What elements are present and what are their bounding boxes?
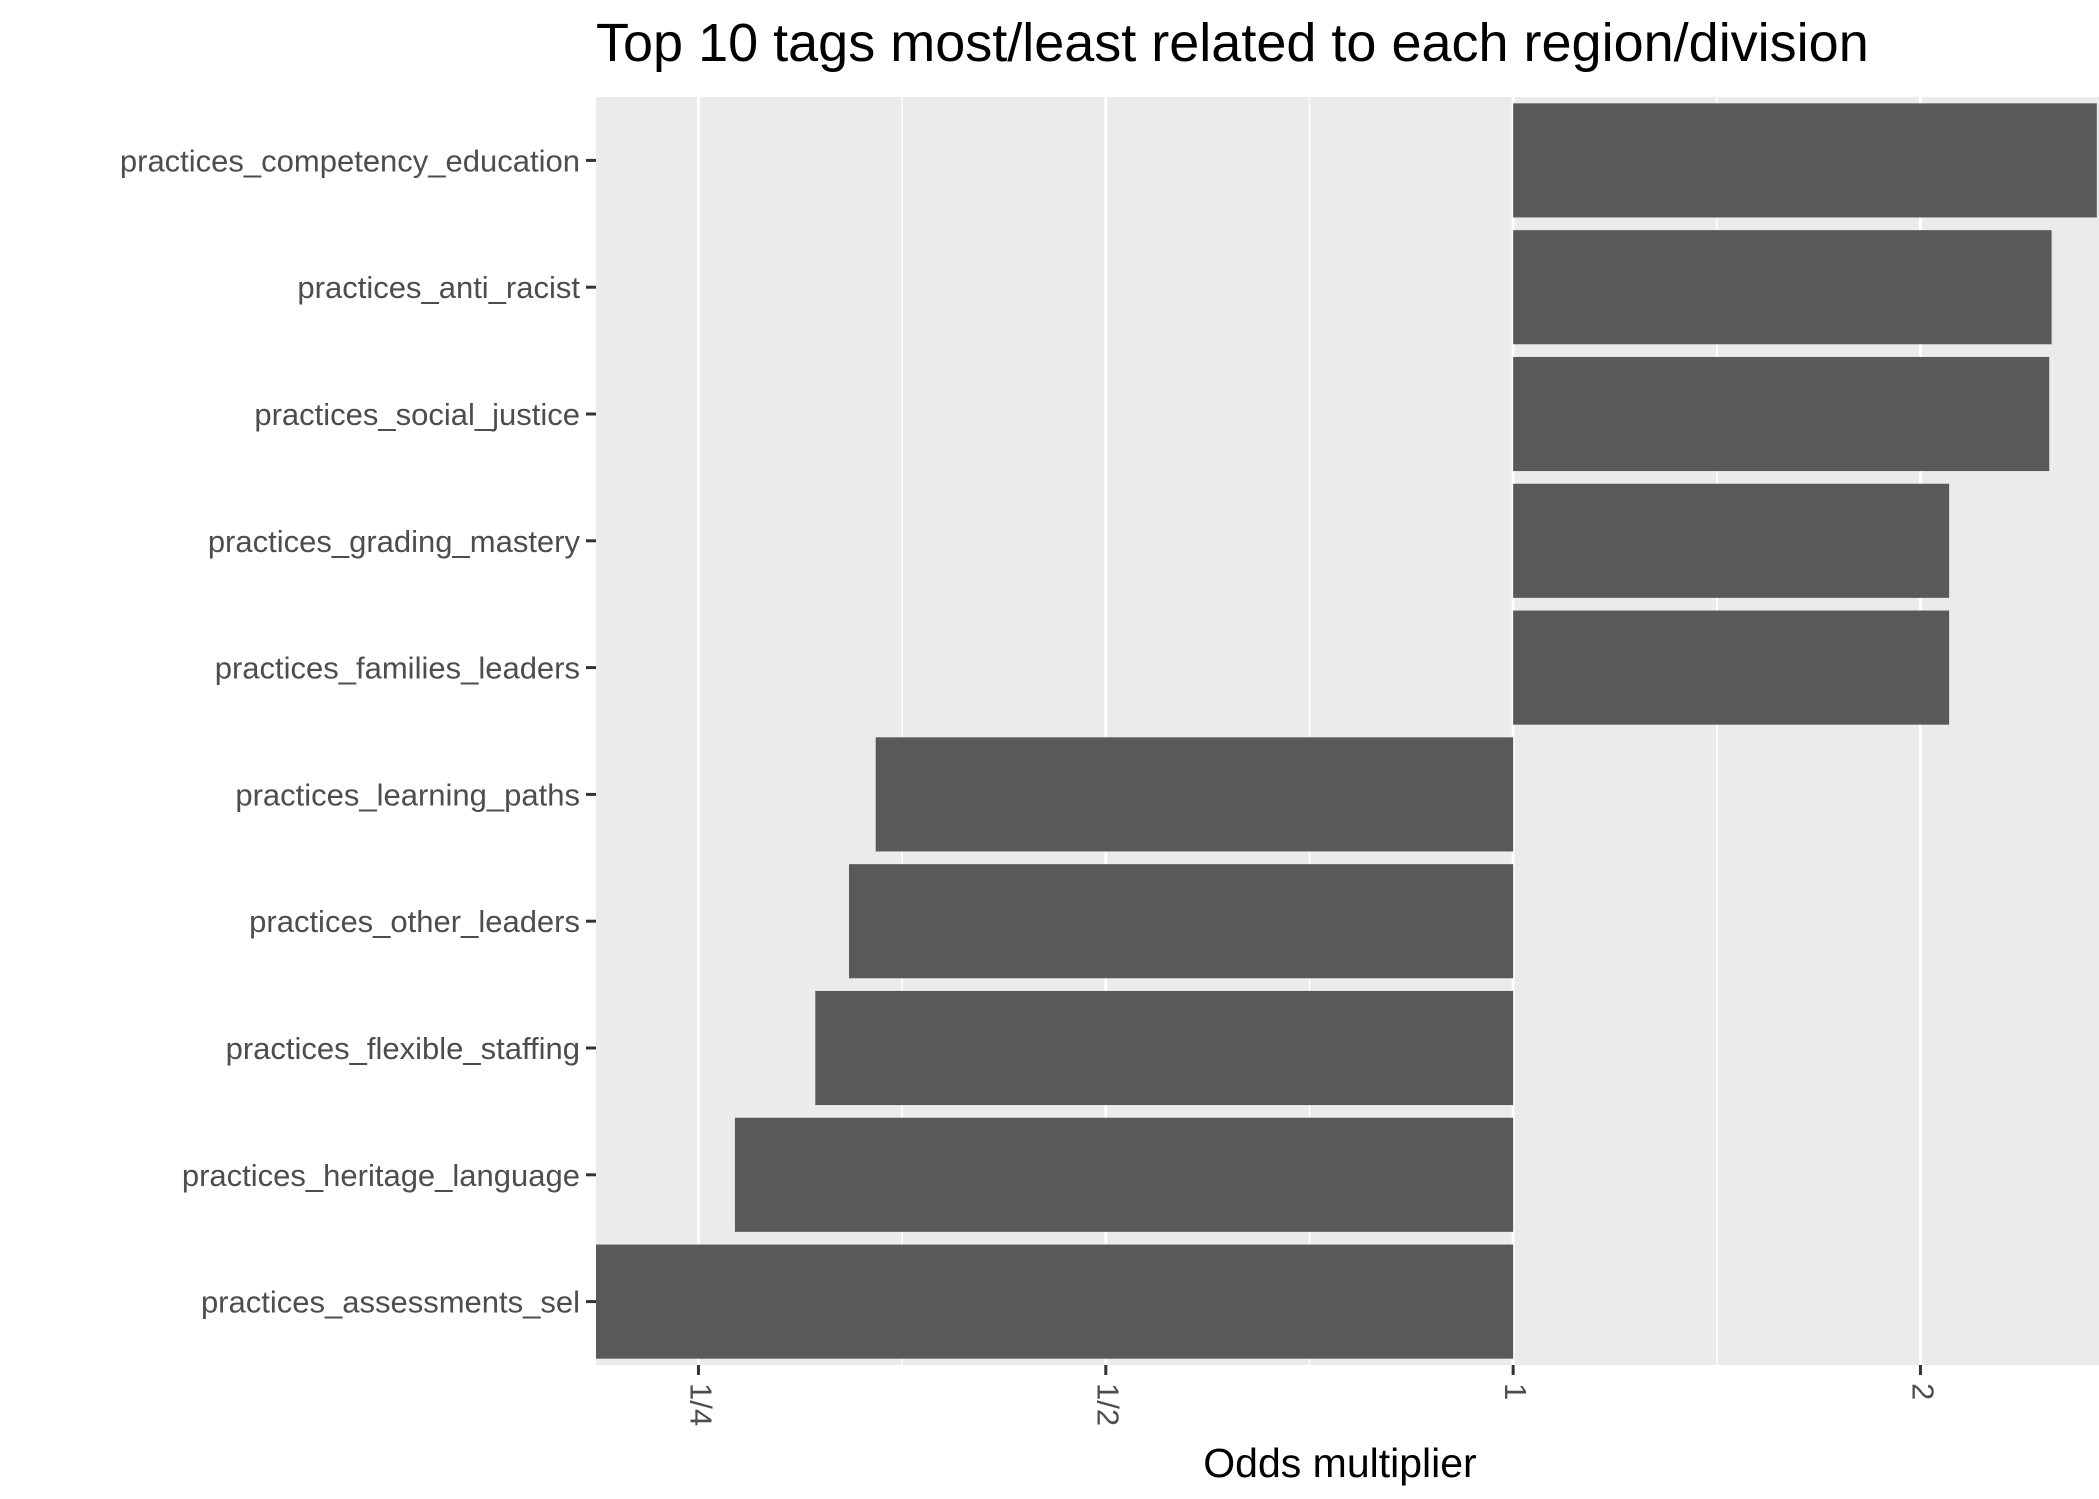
y-tick-label: practices_competency_education: [120, 143, 580, 178]
bar-practices_flexible_staffing: [815, 990, 1514, 1106]
bars: [596, 103, 2097, 1359]
x-axis-label: Odds multiplier: [1203, 1440, 1476, 1486]
x-axis: 1/4 1/2 1 2: [683, 1365, 1940, 1426]
y-tick-label: practices_flexible_staffing: [226, 1031, 580, 1066]
bar-practices_heritage_language: [734, 1117, 1514, 1232]
y-tick-label: practices_heritage_language: [182, 1158, 580, 1193]
y-tick-label: practices_social_justice: [254, 397, 580, 432]
bar-practices_social_justice: [1513, 356, 2050, 472]
y-tick-label: practices_learning_paths: [235, 777, 580, 812]
x-tick-label: 2: [1905, 1383, 1940, 1400]
bar-practices_anti_racist: [1513, 230, 2052, 345]
bar-practices_learning_paths: [875, 737, 1514, 852]
y-tick-label: practices_families_leaders: [215, 651, 580, 686]
bar-practices_other_leaders: [849, 864, 1514, 979]
x-tick-label: 1/4: [683, 1383, 718, 1426]
chart-title: Top 10 tags most/least related to each r…: [596, 13, 1869, 73]
bar-practices_families_leaders: [1513, 610, 1950, 725]
x-tick-label: 1/2: [1091, 1383, 1126, 1426]
y-axis: practices_competency_education practices_…: [120, 143, 596, 1320]
y-tick-label: practices_anti_racist: [297, 270, 580, 305]
y-tick-label: practices_other_leaders: [249, 904, 580, 939]
x-tick-label: 1: [1498, 1383, 1533, 1400]
y-tick-label: practices_assessments_sel: [201, 1285, 580, 1320]
bar-practices_competency_education: [1513, 103, 2097, 218]
bar-practices_grading_mastery: [1513, 483, 1950, 598]
bar-practices_assessments_sel: [596, 1244, 1514, 1359]
y-tick-label: practices_grading_mastery: [208, 524, 581, 559]
